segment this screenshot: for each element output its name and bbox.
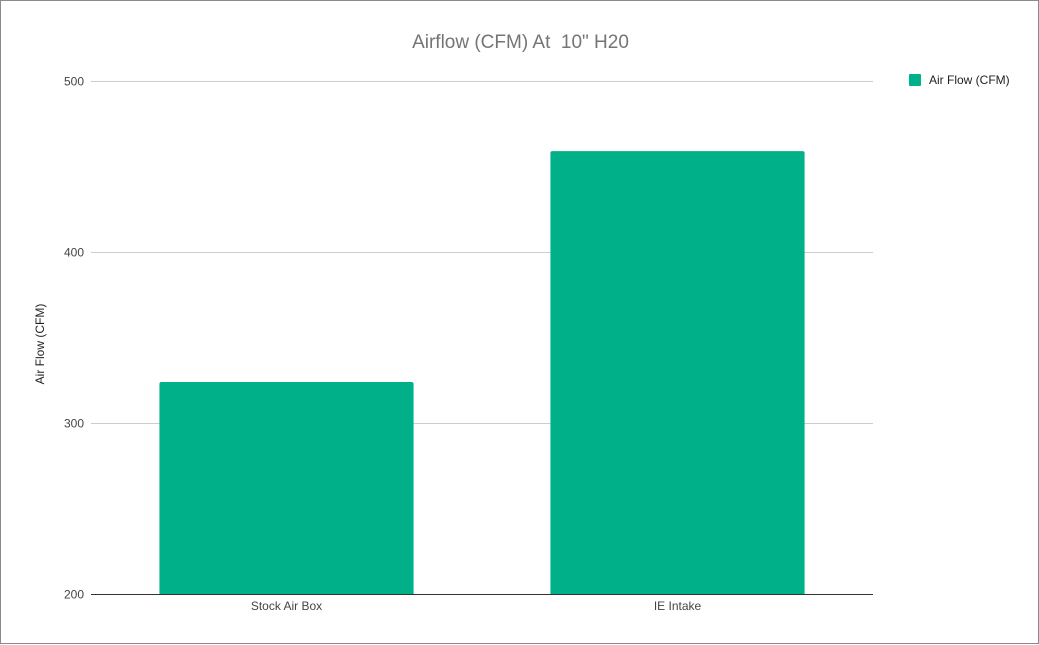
bar[interactable]	[159, 381, 414, 594]
y-tick-label: 200	[64, 588, 84, 602]
legend-label: Air Flow (CFM)	[929, 73, 1010, 87]
bar[interactable]	[550, 151, 805, 595]
legend[interactable]: Air Flow (CFM)	[909, 73, 1010, 87]
y-tick-label: 400	[64, 246, 84, 260]
x-tick-label: Stock Air Box	[251, 599, 322, 613]
y-tick-label: 300	[64, 417, 84, 431]
x-tick-label: IE Intake	[654, 599, 702, 613]
chart-title: Airflow (CFM) At 10" H20	[412, 32, 629, 53]
y-tick-label: 500	[64, 75, 84, 89]
legend-swatch	[909, 74, 921, 86]
